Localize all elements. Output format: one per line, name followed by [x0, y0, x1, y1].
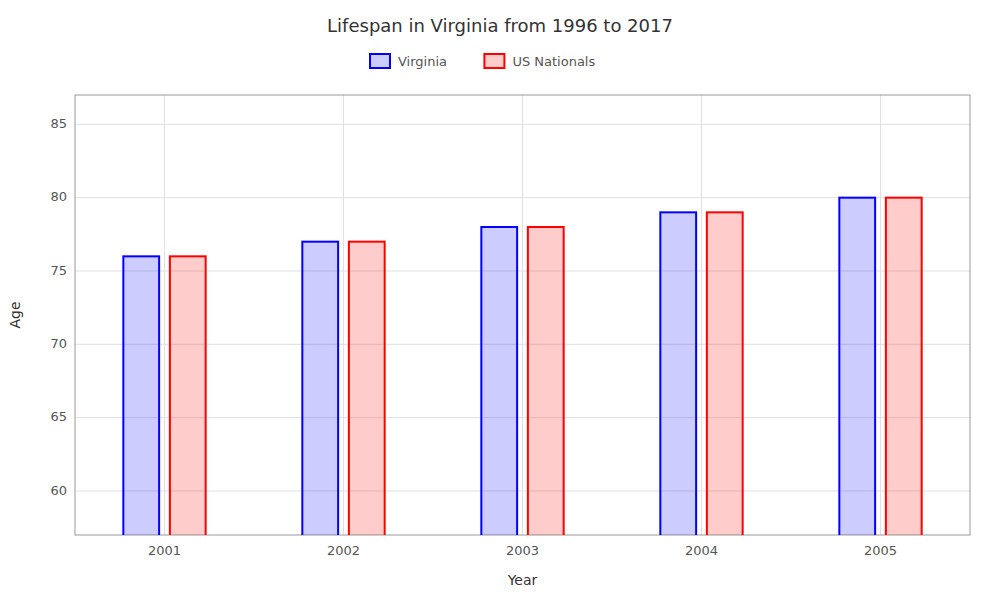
bar [660, 212, 696, 535]
x-tick-label: 2004 [685, 543, 718, 558]
y-tick-label: 65 [50, 409, 67, 424]
bar [349, 242, 385, 535]
x-tick-label: 2001 [148, 543, 181, 558]
plot-frame [75, 95, 970, 535]
y-tick-label: 70 [50, 336, 67, 351]
grid-line [343, 95, 344, 535]
legend-label: Virginia [398, 54, 447, 69]
legend-swatch [370, 54, 390, 68]
x-tick-label: 2005 [864, 543, 897, 558]
legend-swatch [484, 54, 504, 68]
y-axis-label: Age [7, 301, 23, 328]
legend: Virginia US Nationals [370, 54, 595, 69]
bar [886, 198, 922, 535]
x-tick-label: 2003 [506, 543, 539, 558]
grid-line [522, 95, 523, 535]
bars [123, 198, 921, 535]
chart: 60 65 70 75 80 85 2001 2002 2003 2004 2005 Lifespan… [0, 0, 1000, 600]
y-tick-label: 60 [50, 483, 67, 498]
legend-label: US Nationals [512, 54, 595, 69]
y-tick-label: 85 [50, 116, 67, 131]
bar [123, 256, 159, 535]
bar [302, 242, 338, 535]
x-axis-label: Year [507, 572, 538, 588]
grid-line [164, 95, 165, 535]
grid-line [880, 95, 881, 535]
bar [481, 227, 517, 535]
bar [839, 198, 875, 535]
grid-line [701, 95, 702, 535]
y-tick-label: 75 [50, 263, 67, 278]
y-tick-label: 80 [50, 189, 67, 204]
bar [170, 256, 206, 535]
bar [528, 227, 564, 535]
title: Lifespan in Virginia from 1996 to 2017 [327, 15, 673, 36]
bar [707, 212, 743, 535]
x-tick-label: 2002 [327, 543, 360, 558]
